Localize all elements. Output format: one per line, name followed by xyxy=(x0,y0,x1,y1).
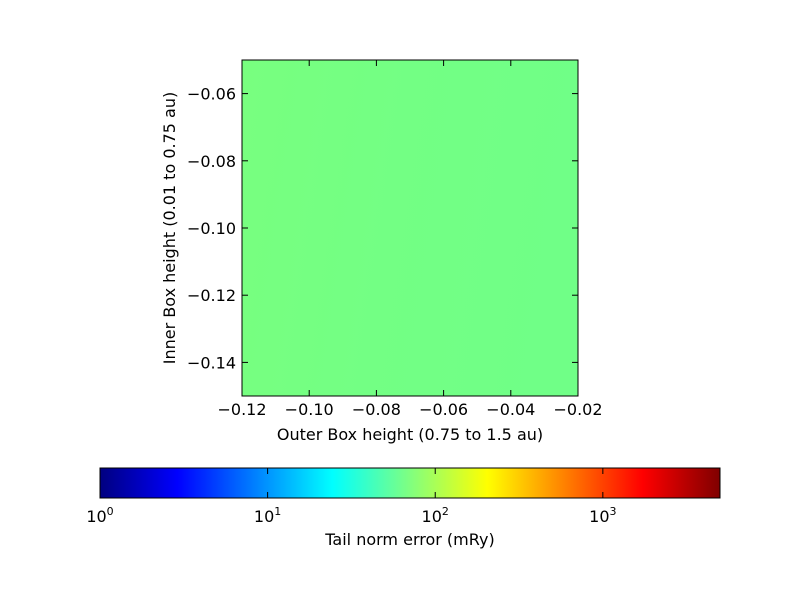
y-tick-label: −0.12 xyxy=(187,286,236,305)
colorbar: 100 101 102 103 Tail norm error (mRy) xyxy=(86,467,721,549)
x-axis-label: Outer Box height (0.75 to 1.5 au) xyxy=(277,425,543,444)
heatmap-plot: −0.12 −0.10 −0.08 −0.06 −0.04 −0.02 −0.06−0.0… xyxy=(160,59,603,444)
x-tick-label: −0.02 xyxy=(553,400,602,419)
colorbar-frame xyxy=(99,467,721,499)
colorbar-ticks: 100 101 102 103 xyxy=(86,468,617,526)
x-tick-label: −0.08 xyxy=(352,400,401,419)
y-tick-label: −0.06 xyxy=(187,85,236,104)
heatmap-field xyxy=(242,60,578,396)
colorbar-label: Tail norm error (mRy) xyxy=(324,530,494,549)
x-tick-label: −0.12 xyxy=(217,400,266,419)
x-tick-label: −0.10 xyxy=(285,400,334,419)
colorbar-tick-label: 103 xyxy=(589,505,616,526)
x-axis-ticks: −0.12 −0.10 −0.08 −0.06 −0.04 −0.02 xyxy=(217,60,603,419)
colorbar-tick-label: 102 xyxy=(422,505,449,526)
x-tick-label: −0.06 xyxy=(419,400,468,419)
colorbar-tick-label: 100 xyxy=(86,505,113,526)
y-axis-ticks: −0.06 −0.08 −0.10 −0.12 −0.14 xyxy=(187,85,578,372)
y-tick-label: −0.14 xyxy=(187,353,236,372)
y-axis-label: Inner Box height (0.01 to 0.75 au) xyxy=(160,92,179,364)
y-tick-label: −0.10 xyxy=(187,219,236,238)
colorbar-tick-label: 101 xyxy=(254,505,281,526)
colorbar-gradient xyxy=(100,468,720,498)
y-tick-label: −0.08 xyxy=(187,152,236,171)
x-tick-label: −0.04 xyxy=(486,400,535,419)
